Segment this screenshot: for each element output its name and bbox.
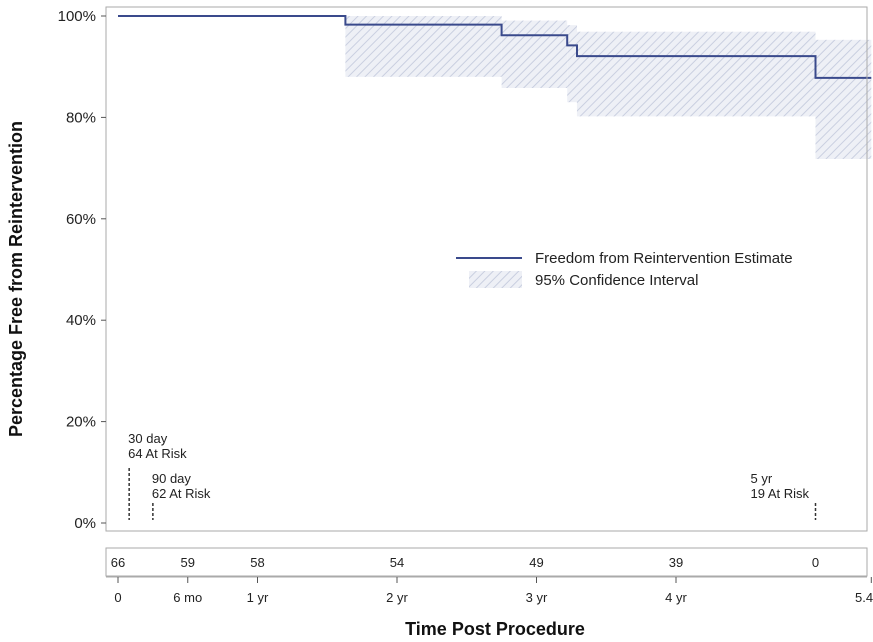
- legend: Freedom from Reintervention Estimate 95%…: [456, 250, 793, 289]
- ci-step-0: [345, 16, 502, 77]
- ci-step-1: [501, 20, 568, 88]
- annotation-label-1: 90 day: [152, 471, 192, 486]
- at-risk-counts: 66 59 58 54 49 39 0: [111, 555, 819, 570]
- at-risk-count-6: 0: [812, 555, 819, 570]
- ci-step-4: [815, 39, 872, 159]
- series-line-0: [118, 15, 872, 79]
- confidence-interval-band: [345, 16, 872, 159]
- y-tick-label-20: 20%: [66, 414, 96, 431]
- x-tick-label-2: 1 yr: [247, 590, 269, 605]
- x-axis: 0 6 mo 1 yr 2 yr 3 yr 4 yr 5.4 yr: [114, 577, 873, 605]
- y-tick-label-0: 0%: [74, 515, 96, 532]
- annotation-label-0: 30 day: [128, 431, 168, 446]
- ci-step-3: [576, 31, 816, 117]
- annotation-risk-1: 62 At Risk: [152, 486, 211, 501]
- annotation-label-2: 5 yr: [751, 471, 773, 486]
- x-tick-label-5: 4 yr: [665, 590, 687, 605]
- y-tick-label-40: 40%: [66, 312, 96, 329]
- series-layer: [118, 15, 872, 79]
- x-tick-label-3: 2 yr: [386, 590, 408, 605]
- y-tick-label-80: 80%: [66, 109, 96, 126]
- y-tick-label-100: 100%: [58, 8, 96, 25]
- at-risk-count-5: 39: [669, 555, 683, 570]
- at-risk-table: [105, 547, 868, 577]
- at-risk-count-3: 54: [390, 555, 404, 570]
- at-risk-count-2: 58: [250, 555, 264, 570]
- x-tick-label-6: 5.4 yr: [855, 590, 873, 605]
- y-axis: 0% 20% 40% 60% 80% 100%: [58, 8, 106, 532]
- at-risk-count-0: 66: [111, 555, 125, 570]
- annotation-risk-0: 64 At Risk: [128, 446, 187, 461]
- legend-label-ci: 95% Confidence Interval: [535, 272, 698, 289]
- x-tick-label-4: 3 yr: [526, 590, 548, 605]
- at-risk-count-4: 49: [529, 555, 543, 570]
- legend-label-estimate: Freedom from Reintervention Estimate: [535, 250, 793, 267]
- y-axis-title: Percentage Free from Reintervention: [6, 121, 26, 437]
- x-tick-label-1: 6 mo: [173, 590, 202, 605]
- ci-step-2: [567, 25, 577, 103]
- at-risk-count-1: 59: [181, 555, 195, 570]
- y-tick-label-60: 60%: [66, 211, 96, 228]
- x-tick-label-0: 0: [114, 590, 121, 605]
- annotation-risk-2: 19 At Risk: [751, 486, 810, 501]
- legend-swatch-ci: [469, 271, 522, 288]
- plot-frame: [105, 6, 868, 532]
- x-axis-title: Time Post Procedure: [405, 619, 585, 639]
